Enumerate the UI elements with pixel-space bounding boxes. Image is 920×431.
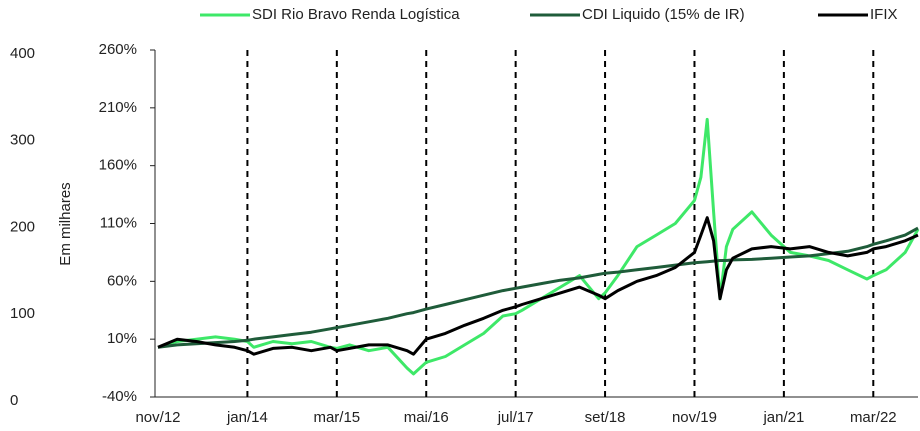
y2-tick-label: 300	[10, 132, 35, 149]
x-tick-label: jul/17	[497, 409, 534, 426]
legend-label: SDI Rio Bravo Renda Logística	[252, 6, 460, 23]
y-tick-label: 60%	[107, 272, 137, 289]
y-tick-label: 260%	[99, 41, 137, 58]
x-tick-label: jan/21	[762, 409, 804, 426]
series-line	[157, 216, 919, 356]
x-tick-label: mar/22	[850, 409, 897, 426]
x-tick-label: nov/19	[672, 409, 717, 426]
y-tick-label: -40%	[102, 388, 137, 405]
x-tick-label: mar/15	[313, 409, 360, 426]
y-tick-label: 10%	[107, 330, 137, 347]
y-tick-label: 210%	[99, 99, 137, 116]
x-tick-label: jan/14	[226, 409, 268, 426]
x-tick-label: mai/16	[404, 409, 449, 426]
y2-tick-label: 100	[10, 305, 35, 322]
y2-tick-label: 200	[10, 218, 35, 235]
y2-axis-label: Em milhares	[57, 182, 74, 265]
x-tick-label: nov/12	[135, 409, 180, 426]
y2-tick-label: 400	[10, 45, 35, 62]
y-tick-label: 110%	[100, 214, 137, 231]
series-line	[157, 226, 919, 349]
legend-label: CDI Liquido (15% de IR)	[582, 6, 745, 23]
y2-tick-label: 0	[10, 392, 18, 409]
x-tick-label: set/18	[585, 409, 626, 426]
legend-label: IFIX	[870, 6, 898, 23]
y-tick-label: 160%	[99, 157, 137, 174]
